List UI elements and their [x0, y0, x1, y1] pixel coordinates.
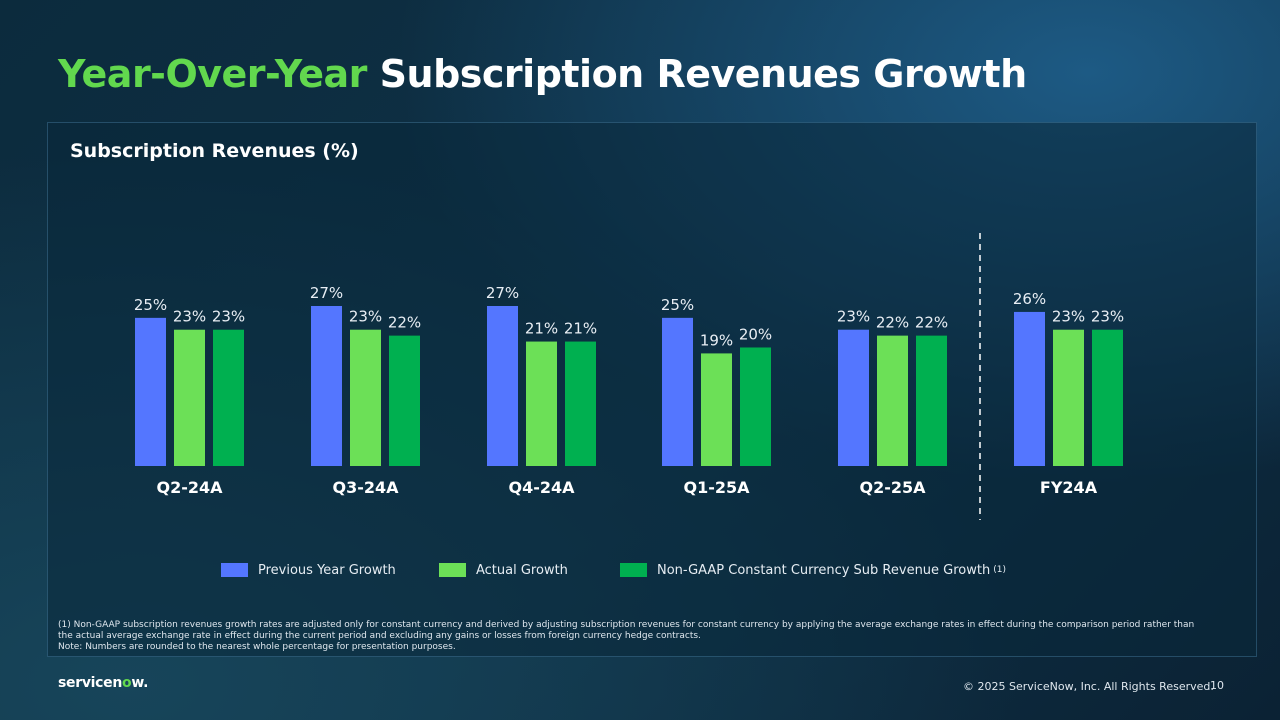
- category-label-fy24a: FY24A: [1040, 478, 1098, 497]
- data-label-previous-q4-24a: 27%: [486, 284, 519, 302]
- legend-item-nongaap: Non-GAAP Constant Currency Sub Revenue G…: [620, 560, 1006, 580]
- bar-actual-q3-24a: [350, 329, 381, 466]
- data-label-actual-q3-24a: 23%: [349, 308, 382, 326]
- data-label-actual-q2-25a: 22%: [876, 314, 909, 332]
- legend-footnote-marker: (1): [993, 565, 1006, 575]
- logo-suffix: w.: [131, 675, 149, 691]
- category-label-q2-24a: Q2-24A: [156, 478, 223, 497]
- title-main: Subscription Revenues Growth: [379, 52, 1027, 96]
- footnote: (1) Non-GAAP subscription revenues growt…: [58, 620, 1208, 653]
- data-label-nongaap-q4-24a: 21%: [564, 320, 597, 338]
- logo-o: o: [122, 675, 132, 691]
- legend-label-nongaap: Non-GAAP Constant Currency Sub Revenue G…: [657, 562, 991, 578]
- data-label-actual-q2-24a: 23%: [173, 308, 206, 326]
- logo-prefix: servicen: [58, 675, 123, 691]
- bar-previous-q1-25a: [662, 317, 693, 466]
- bar-actual-fy24a: [1053, 329, 1084, 466]
- bar-nongaap-q4-24a: [565, 341, 596, 466]
- bar-nongaap-q1-25a: [740, 347, 771, 466]
- legend-swatch-nongaap: [620, 563, 647, 577]
- data-label-nongaap-q3-24a: 22%: [388, 314, 421, 332]
- bar-previous-q2-24a: [135, 317, 166, 466]
- category-label-q2-25a: Q2-25A: [859, 478, 926, 497]
- bar-actual-q1-25a: [701, 353, 732, 466]
- category-label-q4-24a: Q4-24A: [508, 478, 575, 497]
- data-label-previous-q2-25a: 23%: [837, 308, 870, 326]
- data-label-nongaap-q2-25a: 22%: [915, 314, 948, 332]
- legend-swatch-actual: [439, 563, 466, 577]
- data-label-nongaap-fy24a: 23%: [1091, 308, 1124, 326]
- chart-title: Subscription Revenues (%): [70, 140, 359, 162]
- bar-previous-q2-25a: [838, 329, 869, 466]
- servicenow-logo: servicenow.: [58, 675, 148, 691]
- page-title: Year-Over-Year Subscription Revenues Gro…: [58, 52, 1027, 96]
- copyright: © 2025 ServiceNow, Inc. All Rights Reser…: [963, 680, 1214, 693]
- data-label-previous-q3-24a: 27%: [310, 284, 343, 302]
- legend-item-previous: Previous Year Growth: [221, 560, 396, 580]
- data-label-actual-q4-24a: 21%: [525, 320, 558, 338]
- legend-label-previous: Previous Year Growth: [258, 562, 396, 578]
- bar-previous-fy24a: [1014, 311, 1045, 466]
- bar-nongaap-q2-25a: [916, 335, 947, 466]
- category-label-q1-25a: Q1-25A: [683, 478, 750, 497]
- page-number: 10: [1210, 679, 1224, 692]
- category-label-q3-24a: Q3-24A: [332, 478, 399, 497]
- bar-previous-q3-24a: [311, 306, 342, 466]
- title-accent: Year-Over-Year: [58, 52, 367, 96]
- data-label-actual-q1-25a: 19%: [700, 331, 733, 349]
- bar-previous-q4-24a: [487, 306, 518, 466]
- legend-item-actual: Actual Growth: [439, 560, 568, 580]
- data-label-previous-fy24a: 26%: [1013, 290, 1046, 308]
- bar-nongaap-fy24a: [1092, 329, 1123, 466]
- data-label-previous-q1-25a: 25%: [661, 296, 694, 314]
- legend-swatch-previous: [221, 563, 248, 577]
- bar-actual-q2-25a: [877, 335, 908, 466]
- bar-nongaap-q2-24a: [213, 329, 244, 466]
- bar-nongaap-q3-24a: [389, 335, 420, 466]
- footnote-note: Note: Numbers are rounded to the nearest…: [58, 642, 456, 652]
- data-label-actual-fy24a: 23%: [1052, 308, 1085, 326]
- data-label-nongaap-q2-24a: 23%: [212, 308, 245, 326]
- data-label-previous-q2-24a: 25%: [134, 296, 167, 314]
- data-label-nongaap-q1-25a: 20%: [739, 325, 772, 343]
- bar-actual-q4-24a: [526, 341, 557, 466]
- legend-label-actual: Actual Growth: [476, 562, 568, 578]
- bar-actual-q2-24a: [174, 329, 205, 466]
- footnote-1: (1) Non-GAAP subscription revenues growt…: [58, 620, 1195, 641]
